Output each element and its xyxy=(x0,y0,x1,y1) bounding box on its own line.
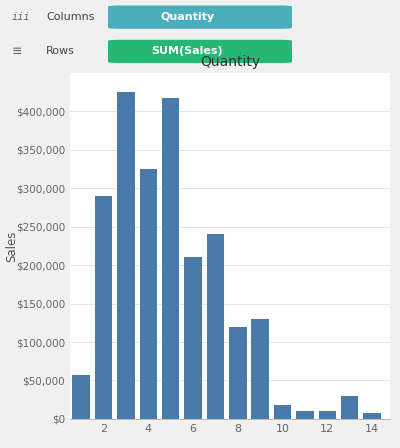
Text: Columns: Columns xyxy=(46,12,94,22)
Text: iii: iii xyxy=(12,12,31,22)
Bar xyxy=(95,196,112,419)
Bar xyxy=(274,405,291,419)
Bar xyxy=(319,411,336,419)
Bar xyxy=(296,411,314,419)
Bar xyxy=(229,327,246,419)
Title: Quantity: Quantity xyxy=(200,55,260,69)
Bar xyxy=(184,258,202,419)
Bar xyxy=(117,92,135,419)
Bar xyxy=(252,319,269,419)
Text: Quantity: Quantity xyxy=(160,12,214,22)
Bar xyxy=(363,413,381,419)
Text: Rows: Rows xyxy=(46,47,75,56)
Bar xyxy=(341,396,358,419)
Text: ≡: ≡ xyxy=(12,45,22,58)
Bar xyxy=(162,98,180,419)
FancyBboxPatch shape xyxy=(108,5,292,29)
Bar xyxy=(207,234,224,419)
Bar xyxy=(72,375,90,419)
Text: SUM(Sales): SUM(Sales) xyxy=(151,47,223,56)
Y-axis label: Sales: Sales xyxy=(5,230,18,262)
FancyBboxPatch shape xyxy=(108,40,292,63)
Bar xyxy=(140,169,157,419)
